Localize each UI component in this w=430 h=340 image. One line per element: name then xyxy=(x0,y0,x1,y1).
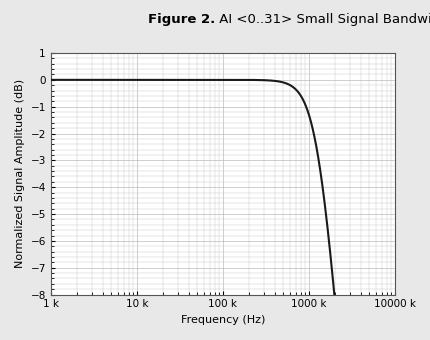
Y-axis label: Normalized Signal Amplitude (dB): Normalized Signal Amplitude (dB) xyxy=(15,79,25,268)
Text: Figure 2.: Figure 2. xyxy=(148,13,215,26)
X-axis label: Frequency (Hz): Frequency (Hz) xyxy=(180,315,264,325)
Text: AI <0..31> Small Signal Bandwidth: AI <0..31> Small Signal Bandwidth xyxy=(215,13,430,26)
